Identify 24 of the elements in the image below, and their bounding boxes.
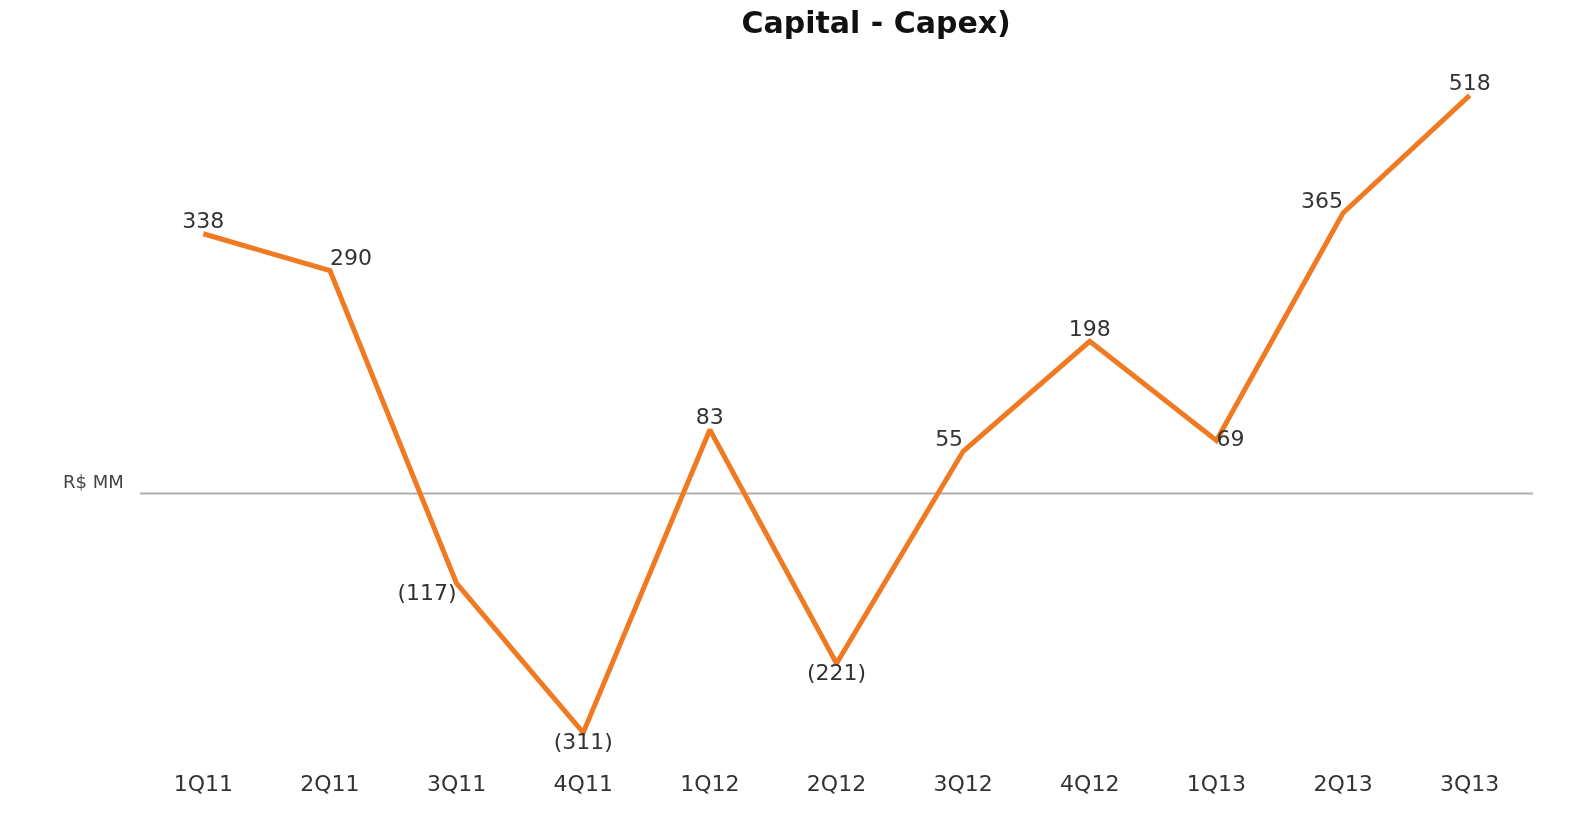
x-tick-label: 3Q12 [933, 771, 993, 796]
x-tick-label: 3Q13 [1440, 771, 1500, 796]
data-label: (117) [397, 579, 457, 605]
data-label: 365 [1301, 187, 1344, 213]
data-label: (311) [553, 729, 613, 755]
data-label: 338 [182, 208, 225, 234]
y-axis-title: R$ MM [63, 471, 124, 492]
data-label: 518 [1448, 69, 1491, 95]
data-label: 83 [695, 404, 724, 430]
x-tick-label: 3Q11 [426, 771, 487, 796]
data-label: 198 [1068, 315, 1111, 341]
chart-title: Capital - Capex) [741, 5, 1011, 41]
x-tick-label: 1Q12 [680, 771, 740, 796]
x-tick-label: 2Q11 [300, 771, 360, 796]
x-tick-label: 1Q11 [173, 771, 233, 796]
data-label: 69 [1216, 426, 1245, 452]
x-tick-label: 2Q13 [1313, 771, 1373, 796]
x-tick-label: 2Q12 [806, 771, 867, 796]
x-tick-label: 1Q13 [1186, 771, 1247, 796]
data-label: 290 [329, 245, 372, 271]
data-label: 55 [935, 425, 964, 451]
data-label: (221) [806, 659, 867, 685]
x-tick-label: 4Q11 [553, 771, 613, 796]
x-tick-label: 4Q12 [1060, 771, 1120, 796]
